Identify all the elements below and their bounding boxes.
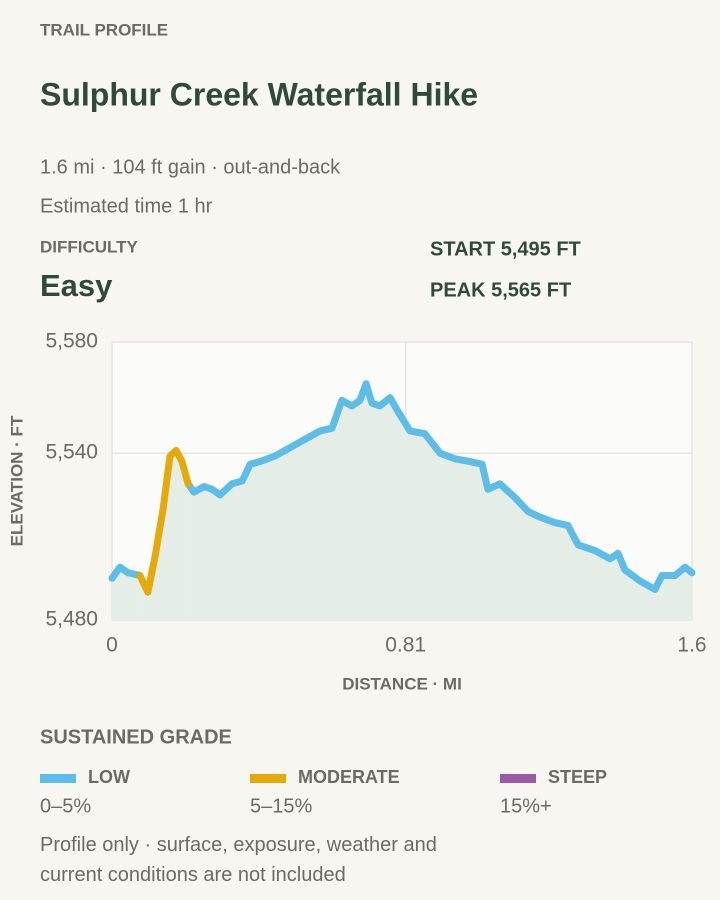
y-axis-title: ELEVATION · FT [7, 415, 26, 546]
footer-note: Profile only · surface, exposure, weathe… [40, 834, 437, 886]
profile-line [136, 446, 192, 596]
eyebrow: TRAIL PROFILE [40, 20, 168, 39]
title: Sulphur Creek Waterfall Hike [40, 76, 478, 112]
legend-label: MODERATE [298, 767, 400, 787]
legend-label: LOW [88, 767, 130, 787]
start-elevation: START 5,495 FT [430, 238, 581, 260]
legend-swatch [500, 774, 536, 783]
difficulty-label: DIFFICULTY [40, 237, 139, 256]
legend-swatch [250, 774, 286, 783]
x-axis-title: DISTANCE · MI [342, 674, 462, 693]
x-tick-label: 1.6 [677, 634, 706, 657]
legend-title: SUSTAINED GRADE [40, 726, 232, 748]
difficulty-value: Easy [40, 268, 113, 303]
meta: 1.6 mi · 104 ft gain · out-and-back [40, 156, 341, 178]
time: Estimated time 1 hr [40, 195, 213, 217]
y-tick-label: 5,540 [45, 441, 98, 464]
legend-swatch [40, 774, 76, 783]
legend-range: 5–15% [250, 795, 312, 817]
profile-area [112, 383, 692, 620]
x-tick-label: 0 [106, 634, 118, 657]
y-tick-label: 5,480 [45, 608, 98, 631]
legend-range: 15%+ [500, 795, 552, 817]
x-tick-label: 0.81 [385, 634, 426, 657]
legend-label: STEEP [548, 767, 607, 787]
legend-range: 0–5% [40, 795, 91, 817]
peak-elevation: PEAK 5,565 FT [430, 279, 571, 301]
profile-line [108, 380, 696, 593]
y-tick-label: 5,580 [45, 330, 98, 353]
